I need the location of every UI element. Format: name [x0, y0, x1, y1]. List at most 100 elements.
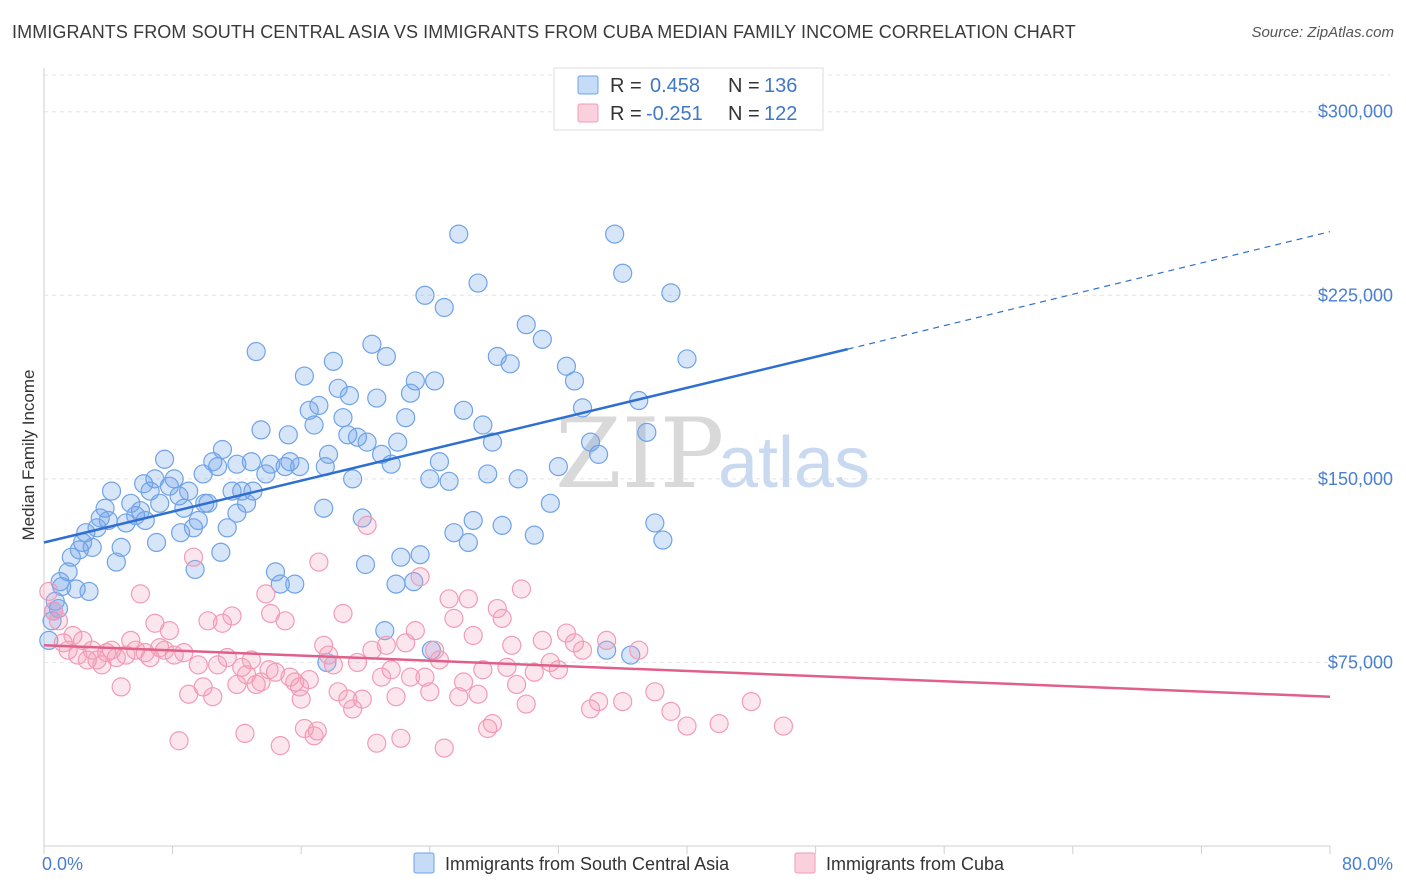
point-cuba	[572, 640, 593, 660]
point-south-central-asia	[516, 315, 536, 335]
point-south-central-asia	[294, 366, 315, 386]
point-cuba	[497, 657, 517, 677]
point-cuba	[347, 652, 368, 673]
y-tick-label: $225,000	[1318, 285, 1393, 305]
legend-n-value-pink: 122	[764, 103, 797, 125]
point-cuba	[458, 589, 478, 609]
series-legend: Immigrants from South Central Asia Immig…	[413, 852, 1005, 874]
legend-r-label-pink: R =	[610, 103, 642, 125]
point-south-central-asia	[371, 444, 392, 464]
point-south-central-asia	[482, 432, 503, 452]
point-cuba	[72, 630, 93, 651]
point-south-central-asia	[425, 371, 445, 391]
point-south-central-asia	[146, 532, 167, 553]
point-south-central-asia	[285, 574, 305, 594]
point-cuba	[741, 691, 761, 712]
point-cuba	[564, 633, 585, 653]
point-cuba	[580, 699, 601, 719]
point-cuba	[386, 687, 406, 707]
point-south-central-asia	[299, 400, 319, 420]
point-cuba	[307, 721, 327, 741]
point-cuba	[492, 608, 512, 628]
point-south-central-asia	[246, 341, 266, 362]
point-south-central-asia	[588, 444, 609, 464]
point-south-central-asia	[548, 457, 569, 477]
gridlines	[44, 74, 1390, 663]
point-cuba	[275, 611, 295, 631]
point-south-central-asia	[179, 481, 199, 501]
point-cuba	[193, 677, 213, 697]
point-south-central-asia	[458, 532, 478, 553]
point-cuba	[212, 613, 233, 633]
point-south-central-asia	[347, 427, 368, 447]
point-cuba	[468, 684, 488, 704]
point-cuba	[367, 733, 387, 753]
point-south-central-asia	[90, 508, 110, 528]
point-cuba	[453, 672, 474, 692]
point-south-central-asia	[540, 493, 560, 513]
point-cuba	[511, 579, 532, 599]
point-south-central-asia	[256, 464, 276, 484]
point-south-central-asia	[645, 513, 665, 533]
point-cuba	[222, 606, 242, 626]
point-south-central-asia	[169, 486, 189, 506]
point-cuba	[82, 640, 102, 660]
point-south-central-asia	[101, 481, 122, 501]
point-south-central-asia	[154, 449, 175, 469]
point-south-central-asia	[532, 329, 552, 349]
point-south-central-asia	[270, 574, 290, 594]
point-south-central-asia	[343, 469, 363, 489]
trend-line-south-central-asia	[43, 347, 849, 544]
point-south-central-asia	[355, 554, 376, 575]
legend-n-value-blue: 136	[764, 75, 797, 97]
point-cuba	[524, 662, 544, 682]
point-cuba	[314, 635, 334, 655]
point-cuba	[323, 655, 343, 675]
point-cuba	[556, 623, 577, 643]
point-south-central-asia	[289, 457, 310, 477]
point-south-central-asia	[449, 224, 469, 244]
x-tick-label-max: 80.0%	[1342, 854, 1393, 874]
point-south-central-asia	[375, 621, 395, 641]
point-cuba	[371, 667, 392, 687]
point-cuba	[338, 689, 358, 709]
point-cuba	[376, 635, 396, 655]
point-cuba	[183, 547, 204, 567]
point-south-central-asia	[524, 525, 544, 545]
point-south-central-asia	[227, 454, 247, 474]
point-south-central-asia	[396, 408, 416, 428]
point-cuba	[507, 674, 527, 695]
point-cuba	[241, 650, 261, 670]
stats-legend-box	[553, 67, 824, 131]
point-cuba	[116, 645, 136, 665]
point-south-central-asia	[677, 349, 697, 369]
point-south-central-asia	[217, 518, 237, 538]
legend-n-label-blue: N =	[728, 75, 760, 97]
point-south-central-asia	[473, 415, 493, 435]
x-tick-labels: 0.0% 80.0%	[42, 854, 1393, 874]
point-south-central-asia	[434, 297, 454, 318]
point-south-central-asia	[478, 464, 498, 484]
point-cuba	[463, 625, 483, 646]
point-south-central-asia	[323, 351, 343, 371]
point-cuba	[709, 714, 729, 734]
point-cuba	[597, 630, 617, 651]
legend-r-label-blue: R =	[610, 75, 642, 97]
point-south-central-asia	[661, 283, 681, 303]
point-cuba	[444, 608, 464, 628]
point-cuba	[198, 611, 218, 631]
source-credit: Source: ZipAtlas.com	[1251, 24, 1394, 41]
point-cuba	[169, 731, 189, 751]
point-south-central-asia	[357, 432, 377, 452]
point-south-central-asia	[208, 457, 228, 477]
point-south-central-asia	[188, 510, 208, 531]
point-cuba	[588, 691, 609, 712]
point-cuba	[415, 667, 435, 687]
point-south-central-asia	[605, 224, 625, 244]
point-cuba	[439, 589, 459, 609]
point-south-central-asia	[265, 562, 286, 582]
point-south-central-asia	[241, 452, 261, 472]
point-south-central-asia	[439, 471, 459, 491]
point-south-central-asia	[376, 346, 396, 367]
point-cuba	[63, 625, 83, 646]
